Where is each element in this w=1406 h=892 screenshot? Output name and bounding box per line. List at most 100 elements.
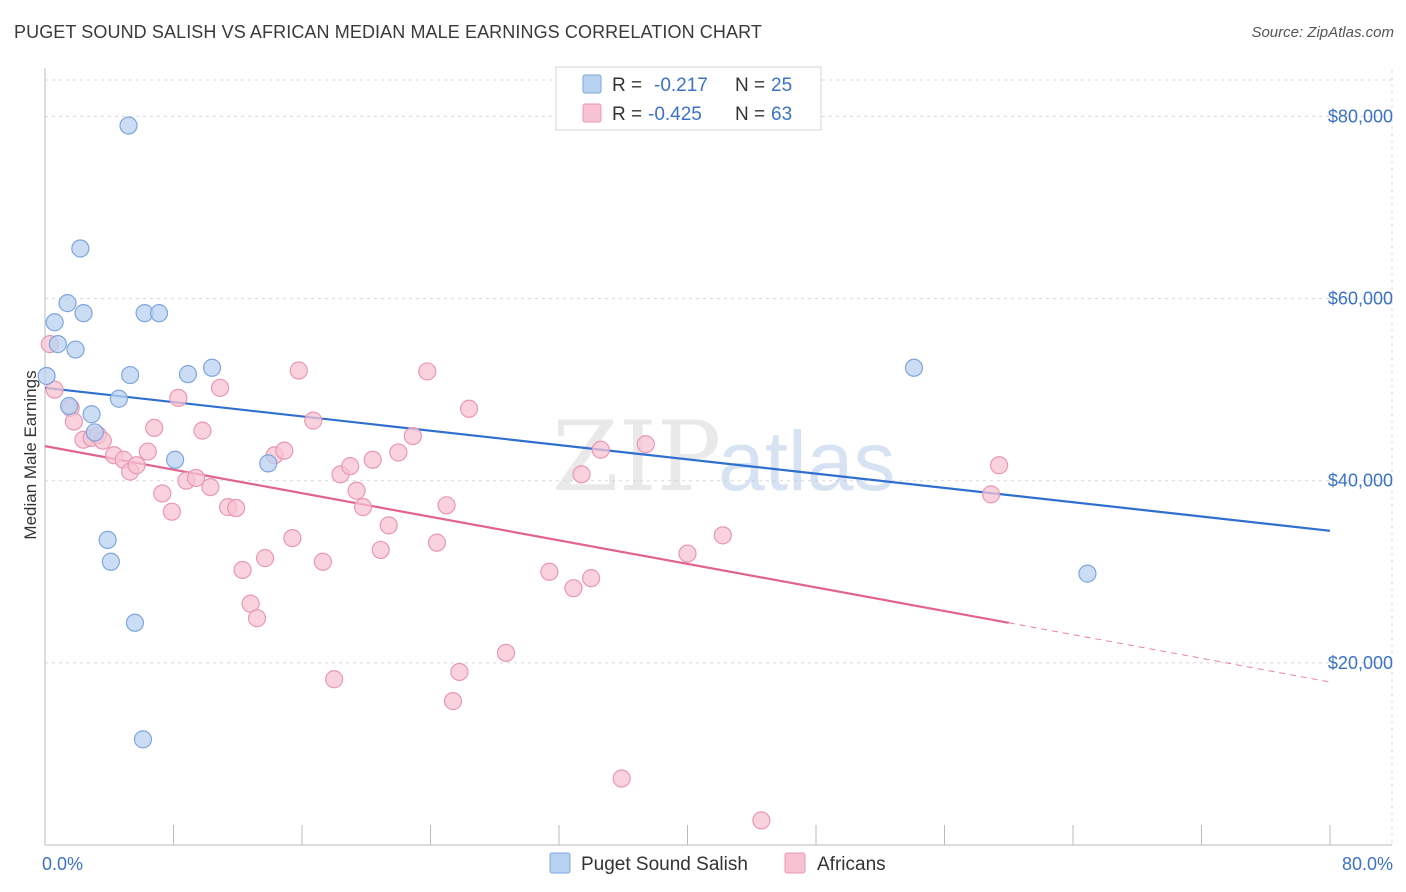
y-tick-label: $80,000 <box>1328 106 1393 126</box>
point-salish <box>48 335 67 354</box>
point-africans <box>201 477 220 497</box>
legend-r-value-2: -0.425 <box>648 104 702 125</box>
trend-line-africans-extension <box>1008 622 1331 683</box>
point-africans <box>353 498 373 517</box>
point-africans <box>193 421 212 440</box>
y-tick-label: $40,000 <box>1328 471 1393 491</box>
bottom-legend-africans: Africans <box>817 854 886 875</box>
point-africans <box>564 579 583 598</box>
point-africans <box>145 418 164 437</box>
point-africans <box>981 485 1001 504</box>
trend-line-africans <box>44 445 1009 624</box>
point-africans <box>990 456 1009 475</box>
y-tick-label: $20,000 <box>1328 653 1393 673</box>
point-salish <box>259 454 278 473</box>
point-africans <box>572 465 591 484</box>
point-africans <box>275 441 294 460</box>
point-salish <box>119 116 138 135</box>
point-salish <box>121 365 140 385</box>
point-africans <box>153 484 172 503</box>
point-africans <box>752 811 771 830</box>
point-africans <box>403 426 422 446</box>
point-africans <box>496 643 516 662</box>
watermark-zip: ZIP <box>552 401 721 513</box>
trend-lines <box>44 386 1331 683</box>
point-salish <box>45 313 64 332</box>
watermark-atlas: atlas <box>718 414 895 508</box>
point-africans <box>450 662 469 682</box>
legend-n-label-2: N = <box>735 104 765 125</box>
legend-r-value-1: -0.217 <box>654 75 708 96</box>
legend-r-label-2: R = <box>612 104 642 125</box>
point-salish <box>85 423 104 442</box>
point-salish <box>109 389 128 408</box>
point-salish <box>1078 564 1097 583</box>
point-africans <box>289 361 308 380</box>
point-africans <box>582 569 601 588</box>
point-salish <box>101 552 120 571</box>
legend-swatch-africans <box>582 103 602 123</box>
point-africans <box>540 562 559 581</box>
y-tick-labels: $20,000 $40,000 $60,000 $80,000 <box>1328 106 1393 672</box>
point-africans <box>64 412 84 431</box>
point-africans <box>591 440 610 459</box>
point-salish <box>125 613 145 632</box>
point-africans <box>247 609 267 628</box>
point-salish <box>149 304 169 323</box>
point-africans <box>233 560 252 580</box>
point-africans <box>418 362 437 381</box>
point-salish <box>133 730 153 749</box>
point-africans <box>636 435 655 454</box>
point-salish <box>166 450 185 469</box>
point-africans <box>612 769 631 788</box>
point-salish <box>202 358 222 377</box>
point-africans <box>162 502 181 521</box>
point-salish <box>74 304 93 323</box>
data-points <box>37 116 1097 830</box>
legend: R = -0.217 N = 25 R = -0.425 N = 63 <box>555 66 822 131</box>
point-salish <box>904 358 924 377</box>
trend-line-salish <box>44 386 1331 532</box>
point-africans <box>283 528 302 548</box>
point-africans <box>379 516 398 535</box>
point-africans <box>341 457 360 476</box>
point-africans <box>313 552 332 571</box>
y-axis-title: Median Male Earnings <box>21 370 40 539</box>
point-africans <box>255 549 275 568</box>
point-africans <box>459 399 479 418</box>
x-tick-labels: 0.0% 80.0% <box>42 854 1393 874</box>
point-africans <box>437 496 456 515</box>
point-africans <box>427 533 447 552</box>
point-africans <box>210 378 230 397</box>
point-africans <box>325 670 344 689</box>
legend-swatch-salish <box>582 74 602 94</box>
point-africans <box>45 380 64 399</box>
bottom-swatch-africans <box>784 852 806 874</box>
point-salish <box>66 340 85 359</box>
point-africans <box>169 388 188 407</box>
point-africans <box>371 540 390 560</box>
point-africans <box>713 526 732 545</box>
point-africans <box>347 481 366 500</box>
point-salish <box>37 366 56 386</box>
bottom-legend: Puget Sound Salish Africans <box>549 852 886 875</box>
gridlines <box>45 70 1393 845</box>
point-africans <box>186 468 206 488</box>
bottom-swatch-salish <box>549 852 571 874</box>
legend-n-value-1: 25 <box>771 75 792 96</box>
legend-r-label-1: R = <box>612 75 642 96</box>
source-label: Source: ZipAtlas.com <box>1251 24 1394 41</box>
point-africans <box>443 692 463 711</box>
point-salish <box>59 396 79 416</box>
bottom-legend-salish: Puget Sound Salish <box>581 854 748 875</box>
point-salish <box>98 530 117 550</box>
legend-n-value-2: 63 <box>771 104 792 125</box>
point-africans <box>678 544 697 563</box>
point-salish <box>58 294 77 313</box>
chart-title: PUGET SOUND SALISH VS AFRICAN MEDIAN MAL… <box>14 22 762 42</box>
x-tick-label-max: 80.0% <box>1342 854 1393 874</box>
point-africans <box>389 443 408 462</box>
point-africans <box>127 456 146 475</box>
x-tick-label-min: 0.0% <box>42 854 83 874</box>
